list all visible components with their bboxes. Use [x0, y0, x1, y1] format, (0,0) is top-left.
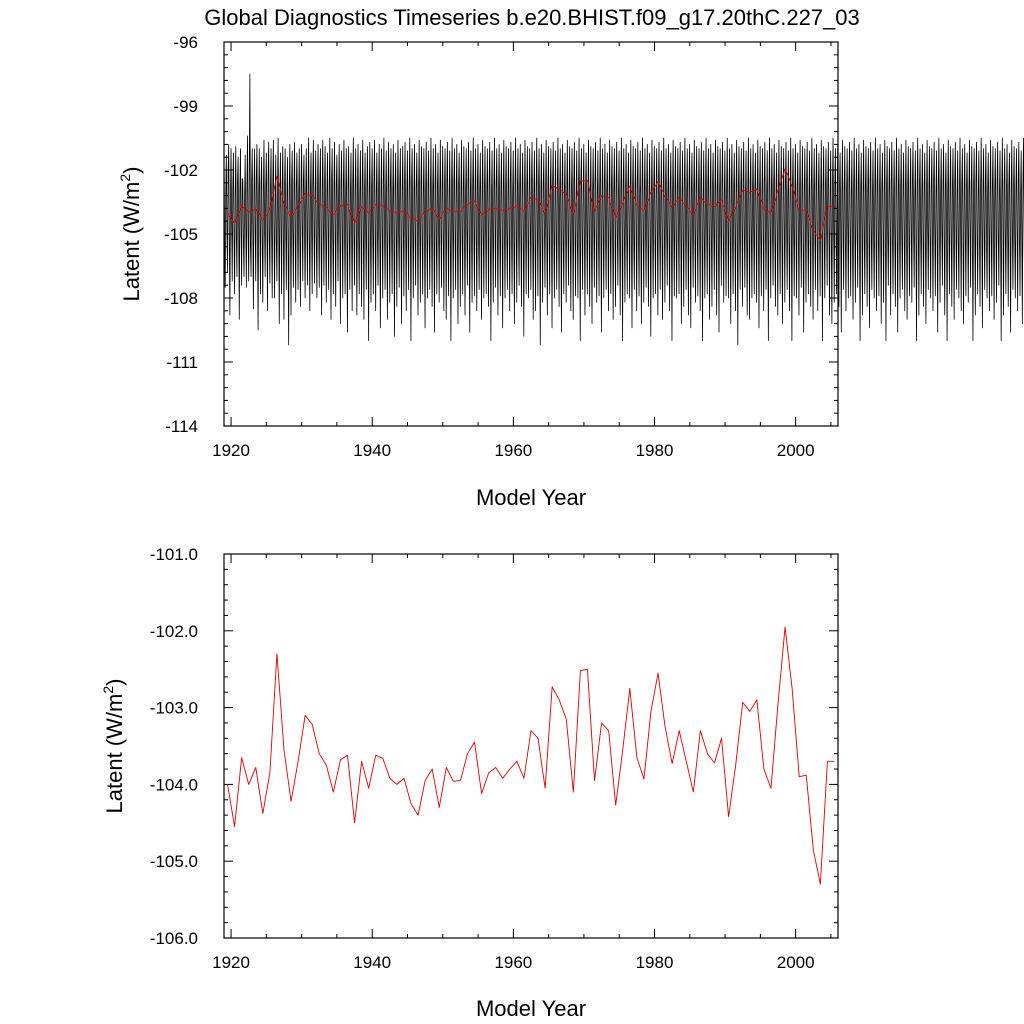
y-tick-label: -105.0 [150, 852, 198, 871]
x-tick-label: 1940 [353, 441, 391, 460]
y-tick-label: -102.0 [150, 622, 198, 641]
x-tick-label: 1920 [212, 441, 250, 460]
x-tick-label: 2000 [777, 953, 815, 972]
y-tick-label: -108 [164, 289, 198, 308]
y-tick-label: -106.0 [150, 929, 198, 948]
annual-mean-series-line [227, 626, 835, 885]
top-panel-ticks: 1920 1940 1960 1980 2000 -114 -111 -108 -105 -102… [164, 33, 838, 460]
x-tick-label: 1980 [636, 953, 674, 972]
y-tick-label: -99 [173, 97, 198, 116]
x-tick-label: 1920 [212, 953, 250, 972]
bottom-panel-ticks: 1920 1940 1960 1980 2000 -106.0 -105.0 -104.0 -1… [150, 545, 838, 972]
x-tick-label: 1960 [494, 441, 532, 460]
y-tick-label: -96 [173, 33, 198, 52]
top-panel-xlabel: Model Year [476, 485, 586, 510]
y-tick-label: -114 [165, 417, 198, 436]
top-panel-ylabel-main: Latent (W/m [119, 182, 144, 302]
bottom-panel-frame [223, 553, 839, 939]
bottom-panel-ylabel-close: ) [102, 679, 127, 686]
x-tick-label: 1960 [494, 953, 532, 972]
bottom-panel-series [227, 626, 835, 885]
annual-mean-series-line [227, 168, 835, 241]
y-tick-label: -105 [164, 225, 198, 244]
bottom-panel-ylabel: Latent (W/m2) [100, 679, 127, 814]
top-panel-series [223, 73, 1024, 346]
bottom-panel-xlabel: Model Year [476, 996, 586, 1021]
y-tick-label: -102 [164, 161, 198, 180]
bottom-panel-ylabel-sup: 2 [100, 686, 116, 694]
y-tick-label: -111 [166, 353, 198, 372]
bottom-panel: 1920 1940 1960 1980 2000 -106.0 -105.0 -104.0 -1… [100, 545, 839, 1021]
y-tick-label: -103.0 [150, 699, 198, 718]
top-panel-ylabel-sup: 2 [117, 174, 133, 182]
x-tick-label: 1980 [636, 441, 674, 460]
x-tick-label: 2000 [777, 441, 815, 460]
bottom-panel-ylabel-main: Latent (W/m [102, 694, 127, 814]
monthly-series-line [223, 73, 1024, 346]
top-panel-ylabel-close: ) [119, 167, 144, 174]
y-tick-label: -101.0 [150, 545, 198, 564]
top-panel: 1920 1940 1960 1980 2000 -114 -111 -108 -105 -102… [117, 33, 1024, 510]
figure-title: Global Diagnostics Timeseries b.e20.BHIS… [204, 5, 860, 30]
top-panel-ylabel: Latent (W/m2) [117, 167, 144, 302]
y-tick-label: -104.0 [150, 775, 198, 794]
x-tick-label: 1940 [353, 953, 391, 972]
top-panel-frame [223, 41, 839, 427]
